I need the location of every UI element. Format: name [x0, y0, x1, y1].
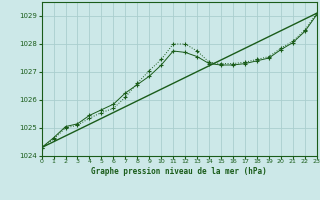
X-axis label: Graphe pression niveau de la mer (hPa): Graphe pression niveau de la mer (hPa) [91, 167, 267, 176]
